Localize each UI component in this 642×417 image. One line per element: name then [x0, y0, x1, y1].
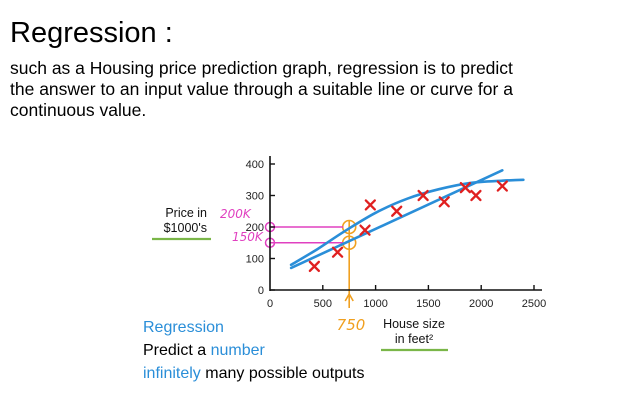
x-tick-label: 1500	[416, 298, 440, 310]
slide-title: Regression :	[10, 17, 173, 49]
x-axis-label-line2: in feet²	[395, 332, 433, 346]
y-axis-label-line1: Price in	[165, 206, 207, 220]
data-point	[359, 224, 371, 236]
x-tick-label: 500	[314, 298, 332, 310]
data-point	[364, 199, 376, 211]
y-tick-label: 100	[246, 254, 264, 266]
fit-curve	[289, 178, 525, 267]
x-axis-label-line1: House size	[383, 317, 445, 331]
y-tick-label: 400	[246, 159, 264, 171]
slide-description: such as a Housing price prediction graph…	[10, 58, 630, 121]
y-tick-label: 0	[258, 285, 264, 297]
y-tick-label: 200	[246, 222, 264, 234]
number-highlight: number	[210, 342, 265, 359]
line-value-label: 150K	[232, 230, 264, 244]
data-points	[308, 180, 508, 273]
ticks: 0 100 200 300 400 500 1000 1500 2000 2500 0	[246, 159, 547, 310]
fit-layer	[289, 169, 525, 270]
infinitely-highlight: infinitely	[143, 365, 201, 382]
data-point	[496, 180, 508, 192]
data-point	[331, 246, 344, 258]
regression-label: Regression	[143, 319, 224, 336]
description-line: such as a Housing price prediction graph…	[10, 58, 513, 78]
data-point	[470, 189, 482, 202]
axes	[269, 156, 542, 291]
query-x-arrow	[344, 292, 354, 302]
x-origin-label: 0	[267, 298, 273, 310]
data-point	[417, 189, 429, 202]
predict-number-text: Predict a number	[143, 341, 265, 361]
data-point	[438, 196, 450, 208]
data-point	[391, 205, 403, 217]
outputs-rest: many possible outputs	[200, 365, 365, 382]
description-line: the answer to an input value through a s…	[10, 79, 513, 99]
y-tick-label: 300	[246, 191, 264, 203]
query-x-label: 750	[337, 316, 366, 334]
x-tick-label: 2000	[469, 298, 493, 310]
predict-prefix: Predict a	[143, 342, 211, 359]
x-tick-label: 2500	[522, 298, 546, 310]
curve-value-label: 200K	[220, 207, 252, 221]
data-point	[459, 181, 472, 194]
description-line: continuous value.	[10, 100, 147, 120]
annotation-layer	[264, 219, 357, 308]
fit-line	[289, 169, 504, 270]
y-axis-label-line2: $1000's	[164, 221, 207, 235]
x-tick-label: 1000	[363, 298, 387, 310]
data-point	[308, 260, 321, 273]
infinite-outputs-text: infinitely many possible outputs	[143, 364, 364, 384]
